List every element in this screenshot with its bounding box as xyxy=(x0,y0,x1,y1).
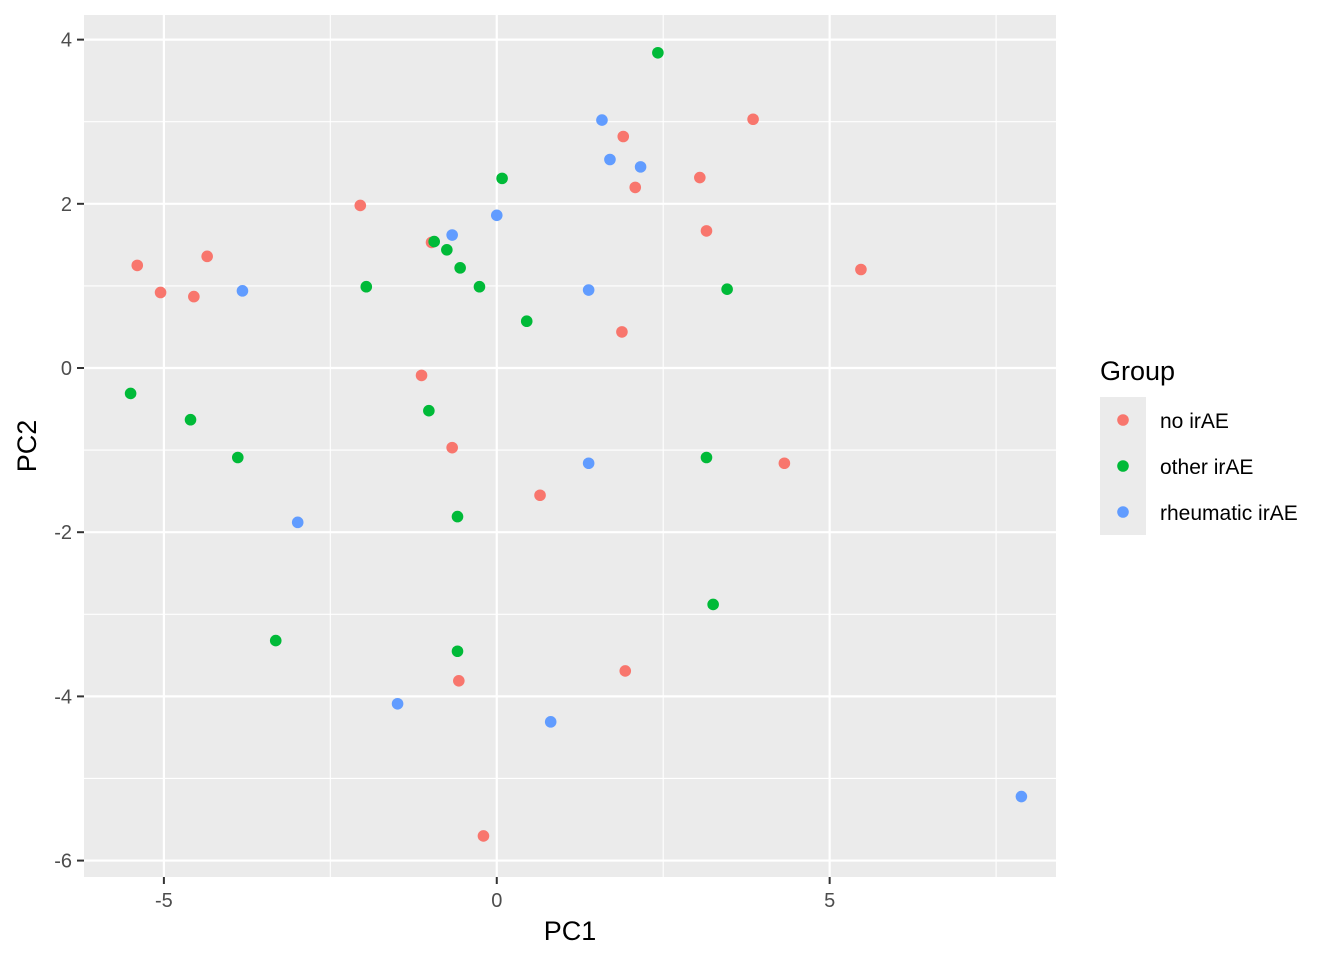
panel-background xyxy=(84,15,1056,877)
legend-key-other-irae xyxy=(1117,460,1129,472)
point-other-irae xyxy=(707,598,719,611)
point-no-irae xyxy=(616,326,628,338)
x-axis-title: PC1 xyxy=(544,916,597,946)
point-other-irae xyxy=(721,283,733,295)
point-rheumatic-irae xyxy=(391,697,404,710)
legend-label-other-irae: other irAE xyxy=(1160,456,1253,479)
legend-key-rheumatic-irae xyxy=(1117,506,1129,518)
point-other-irae xyxy=(124,387,137,400)
point-rheumatic-irae xyxy=(446,229,458,241)
point-no-irae xyxy=(131,259,144,272)
point-no-irae xyxy=(188,290,200,303)
y-tick-label: -2 xyxy=(54,522,72,544)
point-rheumatic-irae xyxy=(490,209,503,222)
point-other-irae xyxy=(269,634,282,647)
point-rheumatic-irae xyxy=(596,114,608,126)
minor-gridlines xyxy=(84,15,1056,877)
y-tick-label: -4 xyxy=(54,686,72,708)
point-other-irae xyxy=(496,172,508,185)
point-no-irae xyxy=(446,441,458,454)
point-rheumatic-irae xyxy=(291,516,304,529)
x-tick-label: -5 xyxy=(155,890,173,912)
legend-label-rheumatic-irae: rheumatic irAE xyxy=(1160,502,1298,525)
data-points xyxy=(124,46,1028,842)
point-no-irae xyxy=(747,113,759,126)
legend-title: Group xyxy=(1100,356,1175,386)
point-other-irae xyxy=(473,280,486,293)
point-rheumatic-irae xyxy=(236,285,249,297)
point-other-irae xyxy=(451,645,464,658)
point-no-irae xyxy=(354,199,367,212)
x-axis: -5 0 5 xyxy=(155,877,835,912)
point-rheumatic-irae xyxy=(582,457,595,470)
point-other-irae xyxy=(454,262,466,274)
y-tick-label: 2 xyxy=(61,194,72,216)
legend-items: no irAE other irAE rheumatic irAE xyxy=(1117,410,1298,525)
point-other-irae xyxy=(184,413,197,426)
point-other-irae xyxy=(451,510,464,523)
legend-key-no-irae xyxy=(1117,414,1129,426)
y-axis-title: PC2 xyxy=(12,420,42,473)
point-other-irae xyxy=(428,235,440,248)
point-no-irae xyxy=(619,665,632,677)
x-tick-label: 0 xyxy=(491,890,502,912)
point-no-irae xyxy=(617,130,630,143)
point-no-irae xyxy=(201,250,213,263)
legend-label-no-irae: no irAE xyxy=(1160,410,1229,433)
point-other-irae xyxy=(423,404,435,417)
point-no-irae xyxy=(415,369,428,382)
point-no-irae xyxy=(154,286,167,299)
point-other-irae xyxy=(652,46,664,59)
point-no-irae xyxy=(700,225,713,237)
y-tick-label: 4 xyxy=(61,30,72,52)
point-other-irae xyxy=(700,451,713,464)
x-tick-label: 5 xyxy=(824,890,835,912)
y-tick-label: -6 xyxy=(54,851,72,873)
point-other-irae xyxy=(360,280,373,293)
point-other-irae xyxy=(441,243,453,256)
point-no-irae xyxy=(453,674,465,687)
point-rheumatic-irae xyxy=(1015,790,1028,803)
point-rheumatic-irae xyxy=(604,153,616,166)
y-tick-label: 0 xyxy=(61,358,72,380)
point-other-irae xyxy=(520,315,533,328)
legend: Group no irAE other irAE rheumatic irAE xyxy=(1100,356,1298,535)
point-no-irae xyxy=(477,830,490,842)
point-no-irae xyxy=(694,171,706,184)
point-rheumatic-irae xyxy=(634,161,647,173)
point-no-irae xyxy=(629,181,642,194)
point-no-irae xyxy=(778,457,791,470)
major-gridlines xyxy=(84,15,1056,877)
point-rheumatic-irae xyxy=(544,716,557,728)
point-rheumatic-irae xyxy=(582,284,595,296)
point-other-irae xyxy=(231,451,244,464)
point-no-irae xyxy=(855,263,867,276)
y-axis: -6 -4 -2 0 2 4 xyxy=(54,30,84,873)
point-no-irae xyxy=(534,489,546,502)
